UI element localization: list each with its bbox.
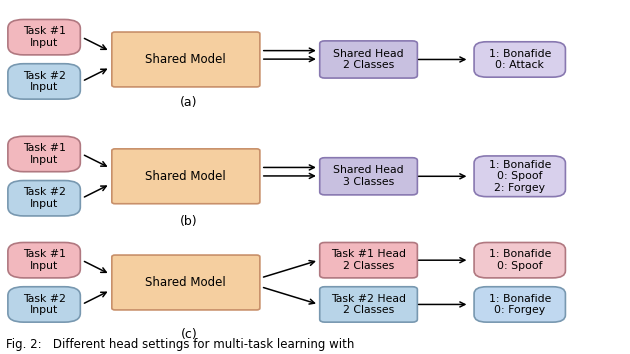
Text: Shared Model: Shared Model bbox=[146, 170, 226, 183]
FancyBboxPatch shape bbox=[112, 32, 260, 87]
Text: Task #1
Input: Task #1 Input bbox=[23, 143, 66, 165]
Text: Task #1
Input: Task #1 Input bbox=[23, 26, 66, 48]
FancyBboxPatch shape bbox=[8, 181, 81, 216]
FancyBboxPatch shape bbox=[8, 287, 81, 322]
FancyBboxPatch shape bbox=[319, 287, 417, 322]
Text: Task #2
Input: Task #2 Input bbox=[23, 70, 66, 92]
Text: Fig. 2:   Different head settings for multi-task learning with: Fig. 2: Different head settings for mult… bbox=[6, 338, 355, 351]
Text: (c): (c) bbox=[181, 328, 197, 341]
Text: 1: Bonafide
0: Attack: 1: Bonafide 0: Attack bbox=[488, 48, 551, 70]
FancyBboxPatch shape bbox=[8, 242, 81, 278]
FancyBboxPatch shape bbox=[474, 42, 566, 77]
Text: Task #2
Input: Task #2 Input bbox=[23, 293, 66, 315]
Text: Shared Head
3 Classes: Shared Head 3 Classes bbox=[333, 165, 404, 187]
FancyBboxPatch shape bbox=[474, 242, 566, 278]
FancyBboxPatch shape bbox=[112, 149, 260, 204]
FancyBboxPatch shape bbox=[112, 255, 260, 310]
FancyBboxPatch shape bbox=[319, 41, 417, 78]
FancyBboxPatch shape bbox=[8, 19, 81, 55]
FancyBboxPatch shape bbox=[474, 287, 566, 322]
FancyBboxPatch shape bbox=[319, 158, 417, 195]
FancyBboxPatch shape bbox=[8, 64, 81, 99]
Text: 1: Bonafide
0: Spoof: 1: Bonafide 0: Spoof bbox=[488, 249, 551, 271]
FancyBboxPatch shape bbox=[474, 156, 566, 197]
Text: (b): (b) bbox=[180, 215, 198, 228]
Text: Task #1
Input: Task #1 Input bbox=[23, 249, 66, 271]
Text: Shared Model: Shared Model bbox=[146, 276, 226, 289]
Text: Task #1 Head
2 Classes: Task #1 Head 2 Classes bbox=[331, 249, 406, 271]
Text: 1: Bonafide
0: Spoof
2: Forgey: 1: Bonafide 0: Spoof 2: Forgey bbox=[488, 160, 551, 193]
FancyBboxPatch shape bbox=[319, 242, 417, 278]
Text: (a): (a) bbox=[180, 96, 198, 109]
Text: Shared Model: Shared Model bbox=[146, 53, 226, 66]
Text: 1: Bonafide
0: Forgey: 1: Bonafide 0: Forgey bbox=[488, 293, 551, 315]
FancyBboxPatch shape bbox=[8, 136, 81, 172]
Text: Task #2 Head
2 Classes: Task #2 Head 2 Classes bbox=[331, 293, 406, 315]
Text: Task #2
Input: Task #2 Input bbox=[23, 187, 66, 209]
Text: Shared Head
2 Classes: Shared Head 2 Classes bbox=[333, 48, 404, 70]
